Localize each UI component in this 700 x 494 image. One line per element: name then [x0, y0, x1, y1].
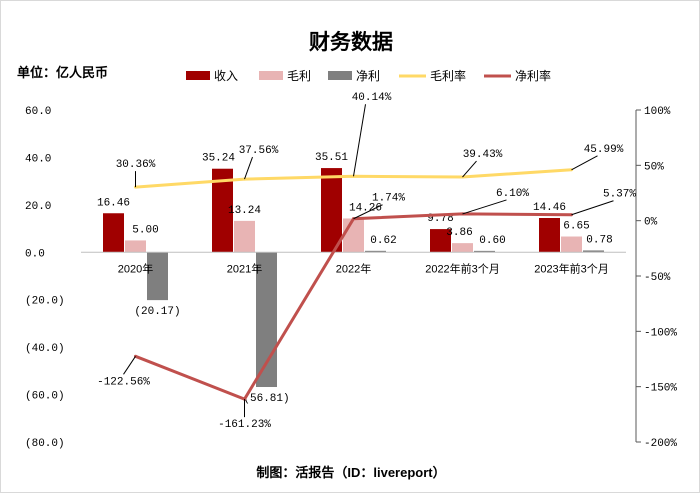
- bar-2-1: [234, 220, 255, 253]
- bar-1-1: [212, 168, 233, 253]
- line-2-label-1: -161.23%: [218, 419, 271, 431]
- bar-label-2-1: 13.24: [228, 205, 261, 217]
- line-2-label-0: -122.56%: [97, 376, 150, 388]
- y-right-tick-label: -200%: [644, 438, 677, 450]
- y-right-tick-label: -150%: [644, 383, 677, 395]
- line-2-leader-0: [123, 356, 136, 375]
- line-2-label-3: 6.10%: [496, 188, 529, 200]
- source-note: 制图：活报告（ID：livereport）: [256, 465, 445, 480]
- y-right-tick-label: 100%: [644, 106, 671, 118]
- bar-3-0: [147, 252, 168, 301]
- bar-2-0: [125, 240, 146, 253]
- unit-label: 单位：亿人民币: [17, 65, 108, 80]
- bar-label-2-3: 3.86: [446, 227, 472, 239]
- legend-swatch-2: [328, 71, 352, 80]
- line-1-leader-2: [353, 104, 366, 177]
- legend-label-0: 收入: [214, 69, 238, 83]
- line-1-label-0: 30.36%: [116, 159, 156, 171]
- bar-label-1-1: 35.24: [202, 153, 235, 165]
- bar-2-3: [452, 243, 473, 253]
- bar-label-1-4: 14.46: [533, 202, 566, 214]
- bar-3-3: [474, 250, 495, 253]
- y-left-tick-label: 0.0: [25, 248, 45, 260]
- bar-label-2-2: 14.26: [349, 202, 382, 214]
- y-right-tick-label: 50%: [644, 161, 664, 173]
- legend-swatch-0: [186, 71, 210, 80]
- y-right-tick-label: -100%: [644, 327, 677, 339]
- chart-title: 财务数据: [309, 30, 393, 54]
- line-1-leader-4: [571, 155, 598, 171]
- y-left-tick-label: 40.0: [25, 153, 51, 165]
- bar-1-0: [103, 213, 124, 253]
- bar-label-3-3: 0.60: [479, 235, 505, 247]
- bar-label-2-4: 6.65: [563, 221, 589, 233]
- bar-label-1-0: 16.46: [97, 197, 130, 209]
- line-2-leader-4: [571, 200, 614, 216]
- line-1-label-1: 37.56%: [239, 145, 279, 157]
- y-left-tick-label: (20.0): [25, 296, 65, 308]
- legend-swatch-1: [259, 71, 283, 80]
- x-tick-label-3: 2022年前3个月: [425, 261, 500, 275]
- bar-label-3-2: 0.62: [370, 235, 396, 247]
- bar-3-2: [365, 250, 386, 253]
- x-tick-label-4: 2023年前3个月: [534, 261, 609, 275]
- y-left-tick-label: (40.0): [25, 343, 65, 355]
- y-left-tick-label: (80.0): [25, 438, 65, 450]
- line-2-label-2: 1.74%: [372, 193, 405, 205]
- legend-label-3: 毛利率: [430, 68, 466, 83]
- y-left-tick-label: (60.0): [25, 391, 65, 403]
- line-1-leader-3: [462, 160, 477, 178]
- y-left-tick-label: 20.0: [25, 201, 51, 213]
- legend-label-2: 净利: [356, 69, 380, 83]
- line-2-label-4: 5.37%: [603, 189, 636, 201]
- line-1-label-4: 45.99%: [584, 144, 624, 156]
- bar-1-4: [539, 217, 560, 253]
- x-tick-label-0: 2020年: [118, 261, 153, 275]
- bar-label-2-0: 5.00: [132, 224, 158, 236]
- bar-label-3-0: (20.17): [134, 306, 180, 318]
- bar-label-3-4: 0.78: [586, 234, 612, 246]
- bar-1-2: [321, 168, 342, 253]
- bar-3-4: [583, 250, 604, 253]
- legend-label-4: 净利率: [515, 68, 551, 83]
- y-right-tick-label: -50%: [644, 272, 671, 284]
- line-1-label-2: 40.14%: [352, 92, 392, 104]
- bar-2-4: [561, 236, 582, 253]
- y-right-tick-label: 0%: [644, 217, 658, 229]
- x-tick-label-1: 2021年: [227, 261, 262, 275]
- line-1-leader-1: [244, 156, 253, 180]
- x-tick-label-2: 2022年: [336, 261, 371, 275]
- line-1-label-3: 39.43%: [463, 149, 503, 161]
- bar-label-3-1: (56.81): [243, 393, 289, 405]
- bar-2-2: [343, 218, 364, 253]
- line-2-leader-2: [353, 204, 383, 220]
- y-left-tick-label: 60.0: [25, 106, 51, 118]
- bar-label-1-2: 35.51: [315, 152, 348, 164]
- legend-label-1: 毛利: [287, 69, 311, 83]
- bar-1-3: [430, 229, 451, 253]
- line-2-leader-3: [462, 199, 507, 215]
- line-1-path: [135, 168, 572, 189]
